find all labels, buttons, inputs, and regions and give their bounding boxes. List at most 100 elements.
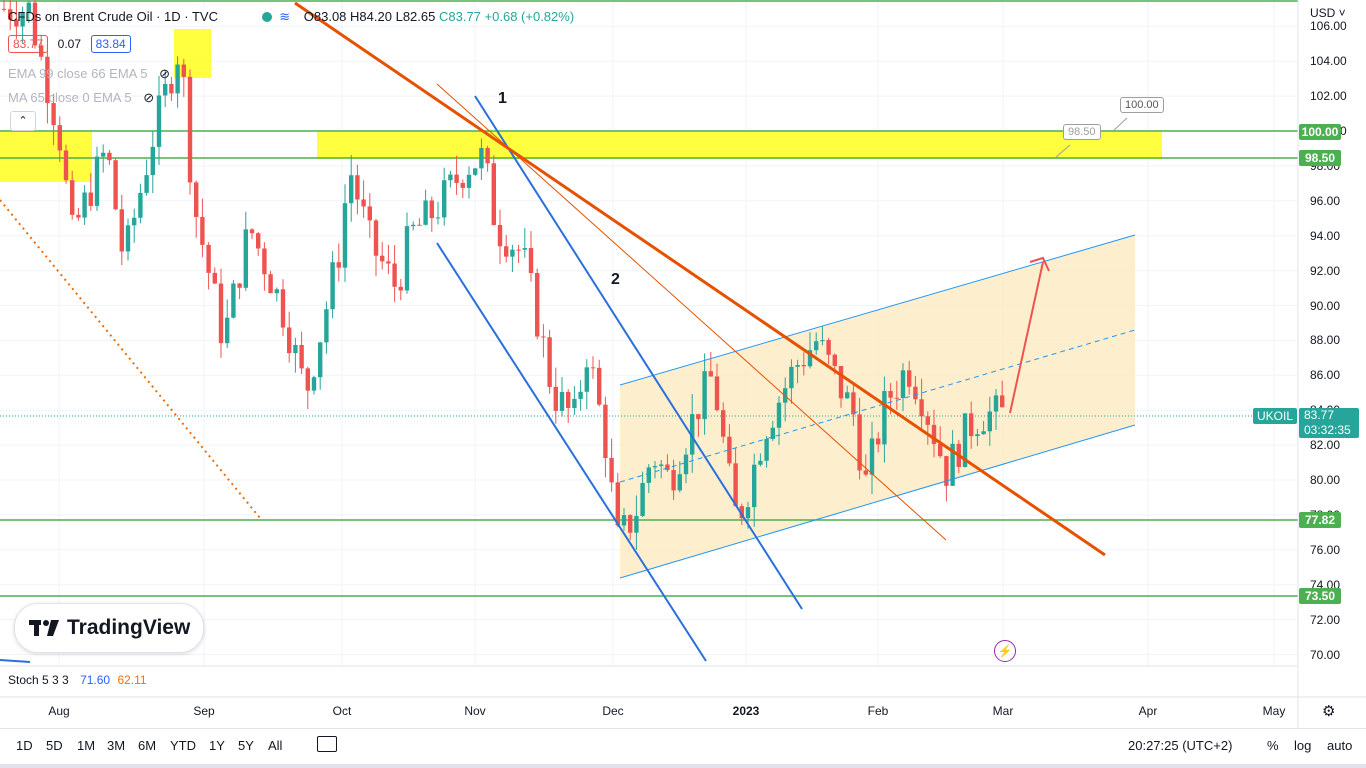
ohlc-close: C83.77	[438, 9, 481, 24]
candle-body	[938, 443, 943, 457]
candle-body	[696, 414, 701, 420]
candle-body	[590, 367, 596, 369]
candle-body	[392, 263, 397, 287]
candle-body	[311, 377, 317, 391]
candle-body	[107, 152, 112, 161]
candle-body	[944, 456, 949, 486]
candles	[1, 0, 1005, 550]
collapse-legend-button[interactable]: ⌃	[10, 111, 36, 131]
currency-selector[interactable]: USD ˅	[1310, 6, 1346, 20]
y-tick-label: 70.00	[1310, 647, 1341, 662]
candle-body	[349, 175, 354, 204]
candle-body	[287, 327, 292, 354]
candle-body	[63, 150, 69, 181]
candle-body	[88, 192, 93, 206]
blue-trendline-2	[436, 242, 707, 662]
candle-body	[299, 344, 304, 369]
candle-body	[522, 247, 527, 250]
candle-body	[845, 392, 850, 399]
candle-body	[94, 156, 100, 206]
x-tick-label: May	[1262, 704, 1286, 718]
symbol-tag: UKOIL	[1253, 408, 1297, 424]
candle-body	[659, 464, 664, 467]
events-lightning-icon[interactable]: ⚡	[994, 640, 1016, 662]
candle-body	[652, 466, 658, 468]
y-tick-label: 102.00	[1310, 89, 1347, 104]
candle-body	[194, 182, 199, 217]
candle-body	[318, 342, 323, 378]
candle-body	[293, 344, 298, 354]
candle-body	[380, 255, 385, 262]
timeframe-button[interactable]: 6M	[138, 738, 157, 753]
candle-body	[869, 438, 875, 475]
bid-price[interactable]: 83.77	[8, 35, 49, 53]
candle-body	[510, 249, 515, 257]
trendline-label-1: 1	[498, 90, 507, 107]
candle-body	[876, 438, 881, 445]
candle-body	[559, 391, 565, 411]
x-tick-label: Sep	[193, 704, 215, 718]
candle-body	[8, 9, 13, 20]
channel-fill	[620, 235, 1135, 578]
date-range-calendar-icon[interactable]	[317, 736, 337, 752]
settings-gear-icon[interactable]: ⚙	[1322, 703, 1336, 720]
candle-body	[249, 229, 255, 234]
candle-body	[764, 438, 769, 461]
timeframe-button[interactable]: 5D	[46, 738, 63, 753]
stoch-legend[interactable]: Stoch 5 3 3 71.60 62.11	[8, 673, 147, 687]
ema-indicator-legend[interactable]: EMA 99 close 66 EMA 5 ⊘	[8, 66, 170, 82]
hidden-eye-icon[interactable]: ⊘	[159, 66, 170, 81]
candle-body	[690, 414, 695, 455]
percent-scale-toggle[interactable]: %	[1267, 738, 1279, 753]
stoch-label: Stoch 5 3 3	[8, 673, 69, 687]
timeframe-button[interactable]: YTD	[170, 738, 196, 753]
candle-body	[913, 386, 918, 400]
candle-body	[163, 83, 168, 96]
timeframe-button[interactable]: All	[268, 738, 283, 753]
stoch-k-value: 71.60	[80, 673, 111, 687]
candle-body	[417, 224, 422, 226]
orange-dotted-line	[0, 199, 261, 519]
candle-body	[993, 395, 999, 412]
timeframe-button[interactable]: 5Y	[238, 738, 254, 753]
candle-body	[665, 464, 670, 471]
candle-body	[714, 376, 720, 411]
channel-upper-line	[619, 234, 1136, 386]
candle-body	[144, 175, 149, 193]
log-scale-toggle[interactable]: log	[1294, 738, 1312, 753]
candle-body	[466, 174, 472, 188]
tradingview-logo[interactable]: TradingView	[14, 603, 204, 653]
candle-body	[187, 76, 193, 183]
candle-body	[14, 19, 19, 27]
candle-body	[770, 427, 775, 439]
price-tag-73-5: 73.50	[1299, 588, 1341, 604]
candle-body	[361, 199, 366, 207]
candle-body	[628, 515, 633, 533]
candle-body	[243, 229, 248, 288]
candle-body	[907, 370, 912, 387]
ma-indicator-label: MA 65 close 0 EMA 5	[8, 90, 132, 105]
hidden-eye-icon[interactable]: ⊘	[143, 90, 155, 105]
candle-body	[20, 12, 25, 27]
candle-body	[398, 286, 403, 291]
ask-price[interactable]: 83.84	[90, 35, 131, 53]
ma-indicator-legend[interactable]: MA 65 close 0 EMA 5 ⊘	[8, 90, 154, 106]
candle-body	[200, 216, 205, 245]
auto-scale-toggle[interactable]: auto	[1327, 738, 1353, 753]
blue-trendline-1	[474, 95, 803, 610]
candle-body	[987, 411, 992, 432]
candle-body	[671, 470, 676, 491]
callout-100-00[interactable]: 100.00	[1120, 97, 1164, 113]
y-tick-label: 96.00	[1310, 193, 1341, 208]
symbol-legend[interactable]: CFDs on Brent Crude Oil · 1D · TVC ≋ O83…	[8, 9, 574, 25]
timeframe-button[interactable]: 1D	[16, 738, 33, 753]
bar-countdown: 03:32:35	[1304, 423, 1351, 437]
clock-timezone[interactable]: 20:27:25 (UTC+2)	[1128, 738, 1233, 753]
timeframe-button[interactable]: 1Y	[209, 738, 225, 753]
callout-98-50[interactable]: 98.50	[1063, 124, 1101, 140]
candle-body	[231, 283, 236, 318]
timeframe-button[interactable]: 3M	[107, 738, 126, 753]
timeframe-button[interactable]: 1M	[77, 738, 96, 753]
candle-body	[801, 365, 806, 367]
